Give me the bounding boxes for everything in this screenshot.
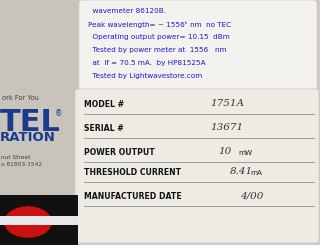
Ellipse shape (4, 206, 52, 238)
Text: ork For You: ork For You (2, 95, 39, 101)
Text: 4/00: 4/00 (240, 191, 263, 200)
Text: at  If = 70.5 mA.  by HP81525A: at If = 70.5 mA. by HP81525A (88, 60, 206, 66)
Text: Tested by power meter at  1556   nm: Tested by power meter at 1556 nm (88, 47, 227, 53)
Text: mA: mA (250, 170, 262, 176)
Text: 8.41: 8.41 (230, 167, 253, 176)
Text: wavemeter 86120B.: wavemeter 86120B. (88, 8, 166, 14)
Text: MANUFACTURED DATE: MANUFACTURED DATE (84, 192, 182, 201)
Text: POWER OUTPUT: POWER OUTPUT (84, 148, 155, 157)
Bar (0, 0, 78, 245)
Text: TEL: TEL (0, 108, 61, 137)
Text: Tested by Lightwavestore.com: Tested by Lightwavestore.com (88, 73, 202, 79)
Text: Operating output power= 10.15  dBm: Operating output power= 10.15 dBm (88, 34, 230, 40)
Bar (0, 195, 78, 245)
Text: ®: ® (55, 109, 62, 118)
Text: mW: mW (238, 150, 252, 156)
Text: nut Street: nut Street (1, 155, 30, 160)
Text: THRESHOLD CURRENT: THRESHOLD CURRENT (84, 168, 181, 177)
Text: RATION: RATION (0, 131, 56, 144)
FancyBboxPatch shape (79, 0, 317, 92)
Text: MODEL #: MODEL # (84, 100, 124, 109)
Text: 1751A: 1751A (210, 99, 244, 108)
Text: o 81803-1542: o 81803-1542 (1, 162, 42, 167)
Bar (0, 216, 78, 225)
FancyBboxPatch shape (75, 89, 319, 243)
Text: 10: 10 (218, 147, 231, 156)
Text: Peak wavelength= ~ 1556ᵏ nm  no TEC: Peak wavelength= ~ 1556ᵏ nm no TEC (88, 21, 231, 28)
Text: SERIAL #: SERIAL # (84, 124, 124, 133)
Text: 13671: 13671 (210, 123, 243, 132)
